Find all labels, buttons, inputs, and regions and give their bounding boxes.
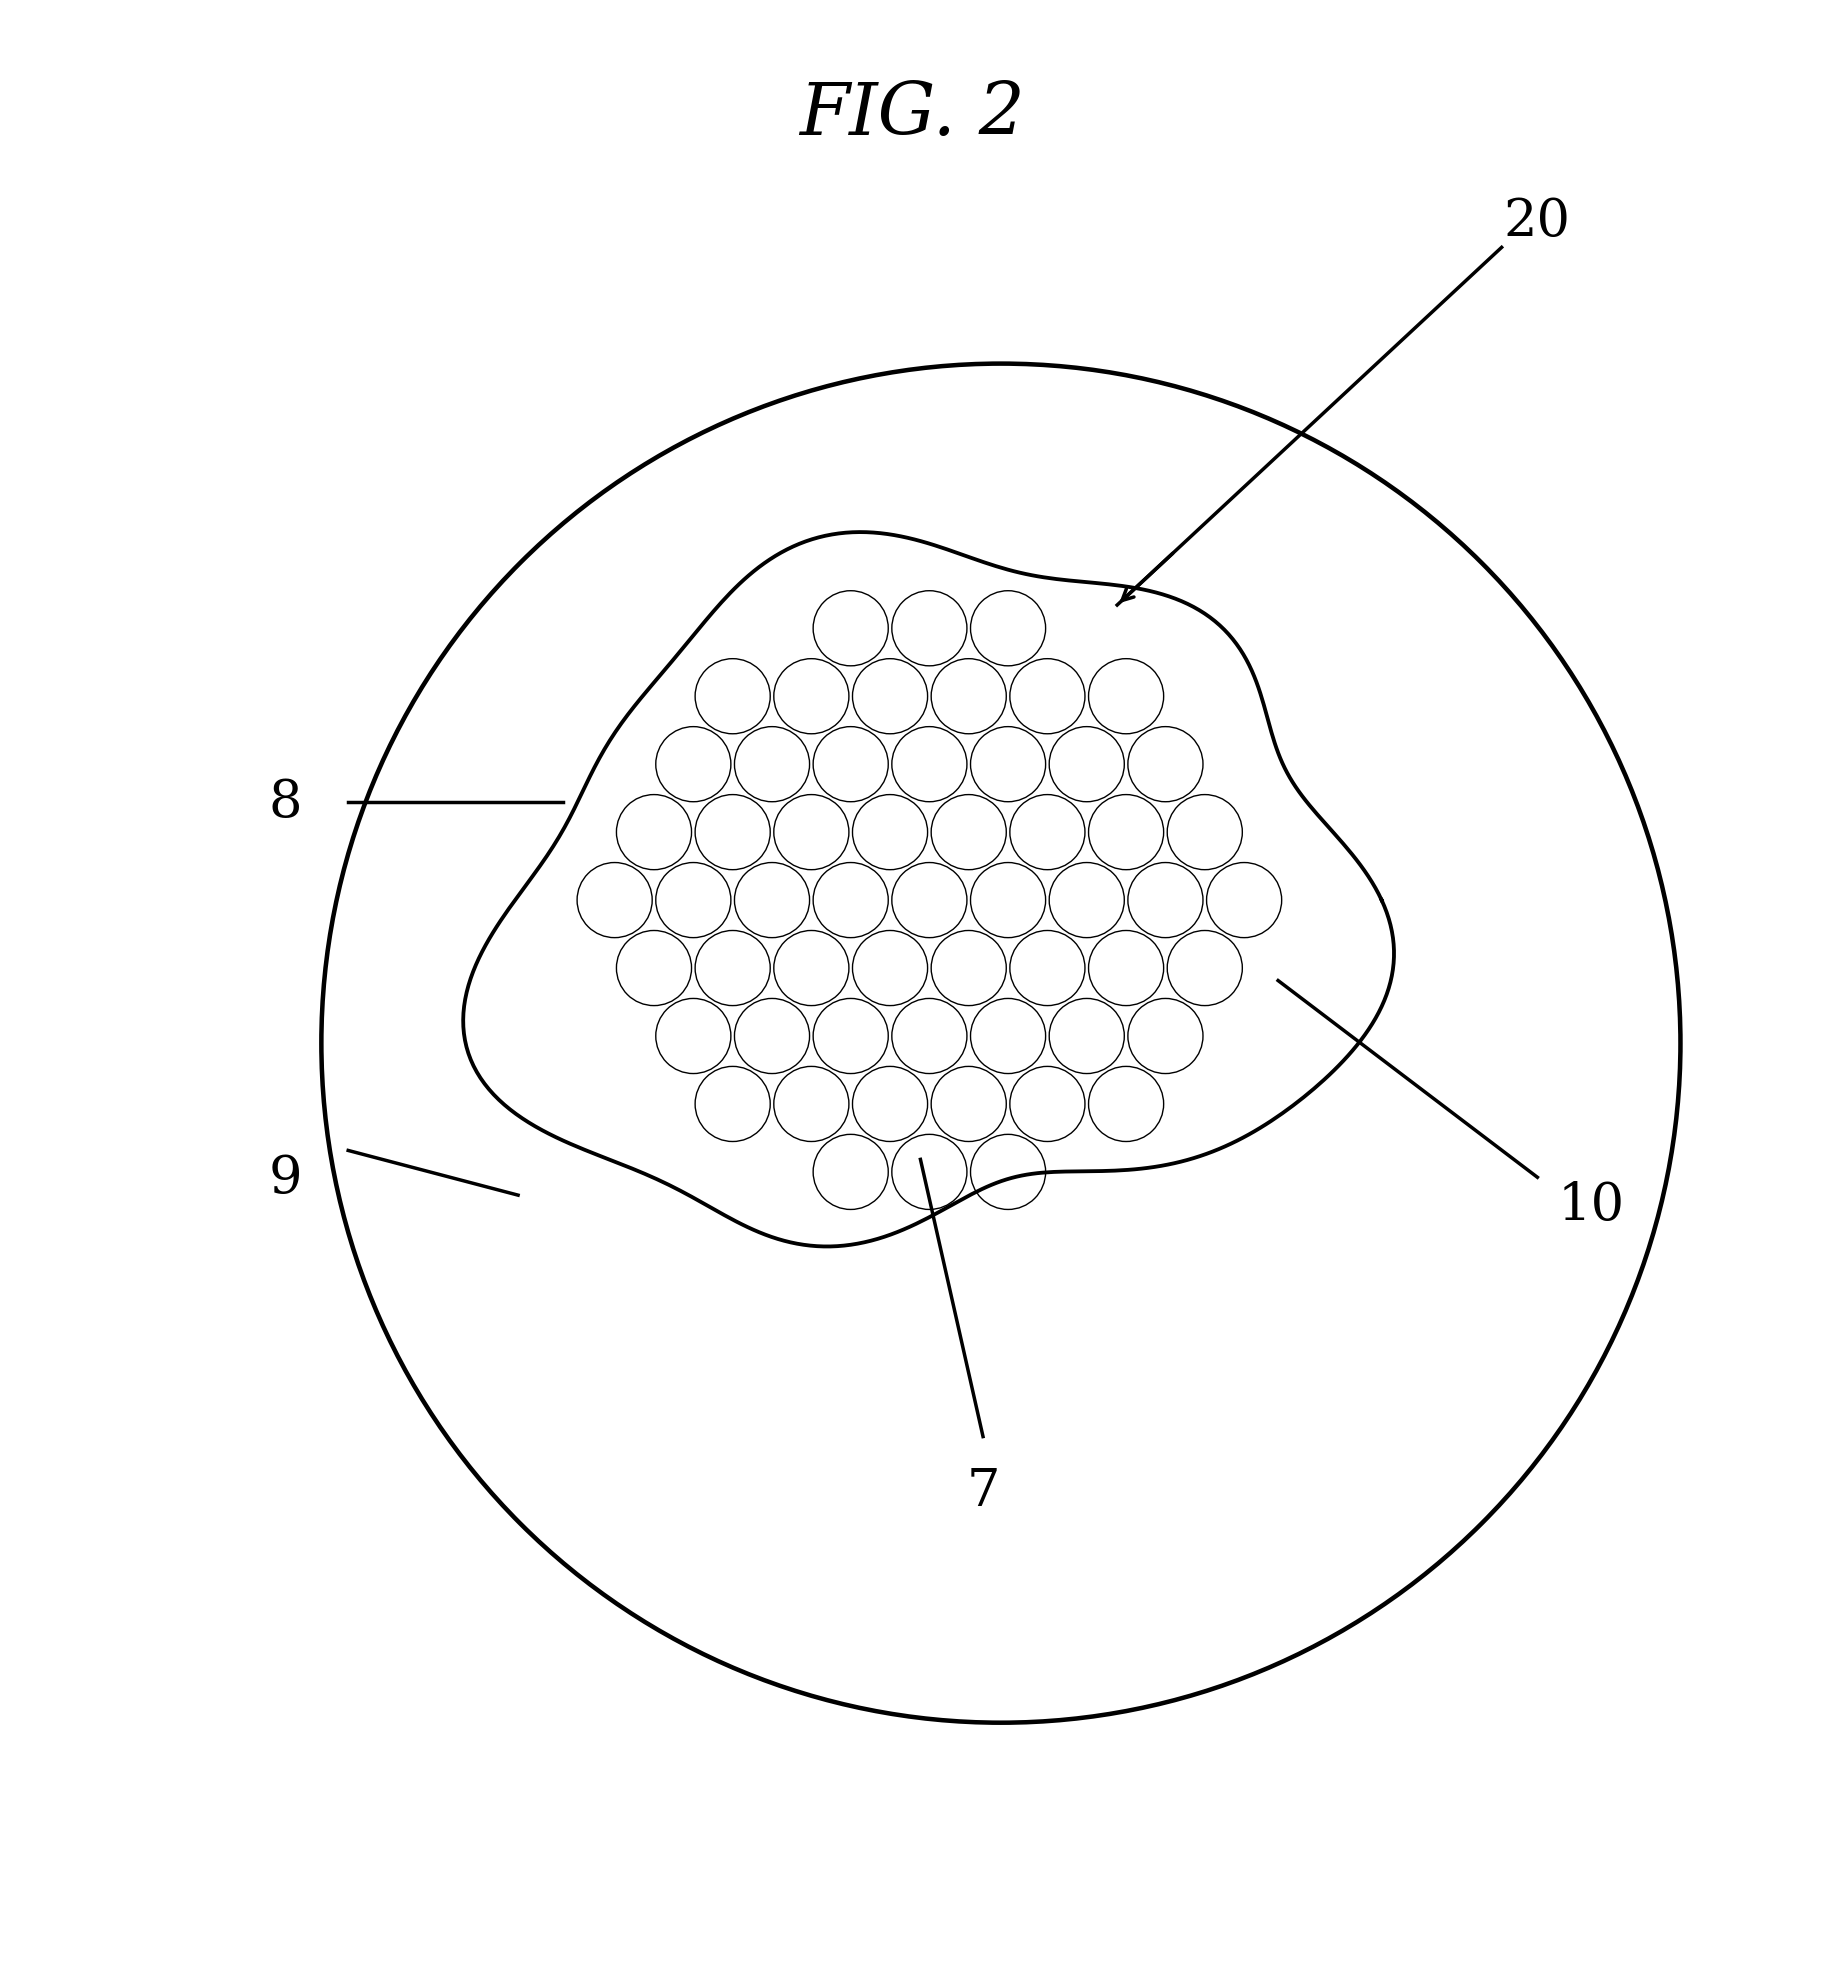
- Text: 8: 8: [268, 776, 303, 828]
- Text: 9: 9: [268, 1152, 303, 1204]
- Text: 7: 7: [966, 1465, 999, 1517]
- Text: FIG. 2: FIG. 2: [798, 79, 1025, 148]
- Text: 20: 20: [1504, 196, 1571, 248]
- Text: 10: 10: [1557, 1178, 1624, 1230]
